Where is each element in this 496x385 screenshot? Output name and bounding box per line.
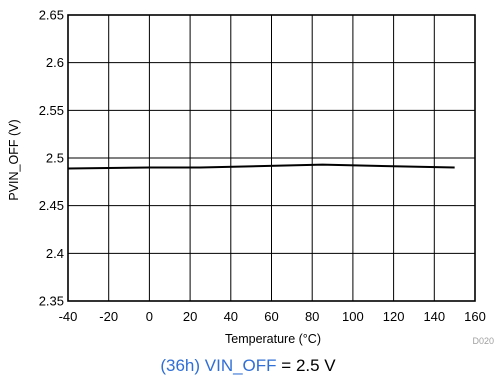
y-tick-label-1: 2.4 [46, 246, 64, 261]
x-tick-label-9: 140 [423, 309, 445, 324]
caption-equals: = [276, 356, 296, 375]
x-tick-label-2: 0 [146, 309, 153, 324]
y-tick-label-0: 2.35 [39, 294, 64, 309]
x-tick-label-6: 80 [305, 309, 319, 324]
caption-register: (36h) VIN_OFF [160, 356, 277, 375]
y-tick-label-4: 2.55 [39, 103, 64, 118]
grid [67, 14, 476, 302]
x-tick-label-0: -40 [59, 309, 78, 324]
y-tick-label-3: 2.5 [46, 151, 64, 166]
x-axis-label: Temperature (°C) [225, 332, 321, 346]
x-tick-label-8: 120 [383, 309, 405, 324]
caption: (36h) VIN_OFF = 2.5 V [0, 356, 496, 376]
y-tick-label-5: 2.6 [46, 55, 64, 70]
y-axis-label: PVIN_OFF (V) [7, 119, 21, 200]
x-tick-label-7: 100 [342, 309, 364, 324]
x-tick-label-10: 160 [464, 309, 486, 324]
figure-code: D020 [472, 336, 494, 346]
x-tick-label-3: 20 [183, 309, 197, 324]
y-tick-labels: 2.35 2.4 2.45 2.5 2.55 2.6 2.65 [39, 8, 64, 309]
series-line-0 [67, 163, 455, 170]
y-tick-label-2: 2.45 [39, 198, 64, 213]
x-tick-labels: -40 -20 0 20 40 60 80 100 120 140 160 [59, 309, 486, 324]
x-tick-label-1: -20 [99, 309, 118, 324]
series-layer [67, 163, 455, 170]
caption-value: 2.5 V [295, 356, 336, 375]
x-tick-label-4: 40 [224, 309, 238, 324]
chart: -40 -20 0 20 40 60 80 100 120 140 160 2.352.42.452… [7, 8, 494, 347]
x-tick-label-5: 60 [264, 309, 278, 324]
y-tick-label-6: 2.65 [39, 8, 64, 23]
plot-frame [67, 14, 476, 302]
